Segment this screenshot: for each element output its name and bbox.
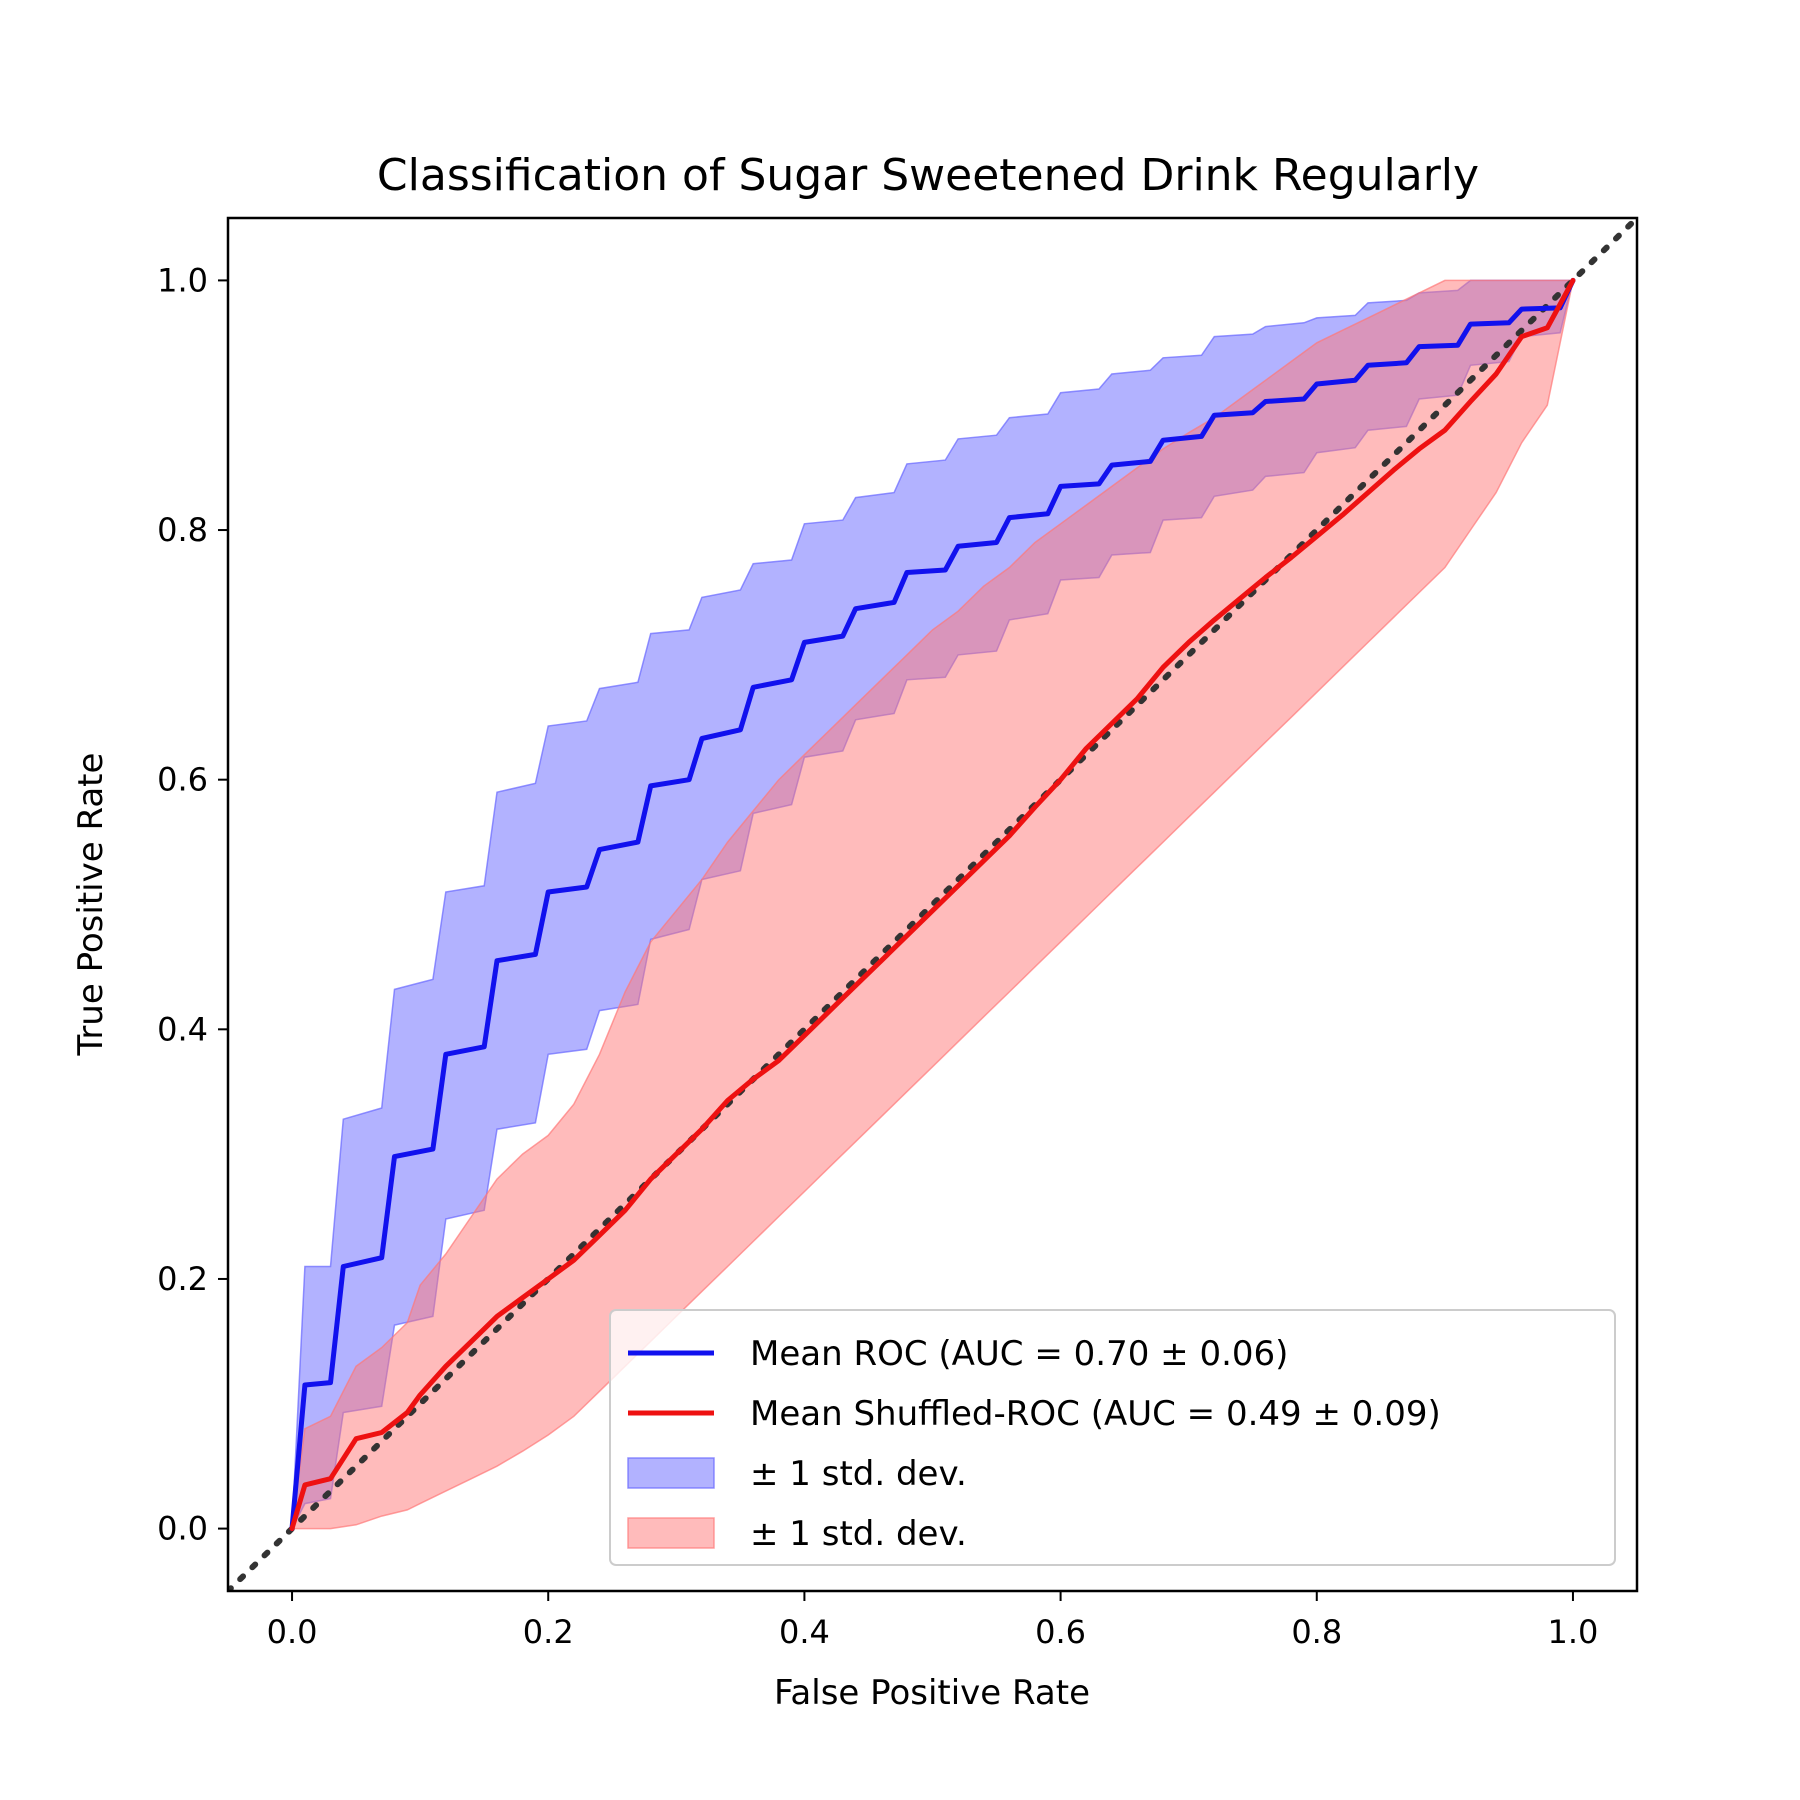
x-tick-label: 0.0: [267, 1613, 318, 1651]
legend-frame: [609, 1309, 1616, 1566]
legend-patch-swatch: [627, 1457, 715, 1489]
legend-patch-swatch: [627, 1517, 715, 1549]
x-axis-ticks: 0.0 0.2 0.4 0.6 0.8 1.0: [267, 1591, 1599, 1651]
x-tick-label: 0.2: [523, 1613, 574, 1651]
y-tick-label: 0.8: [157, 511, 208, 549]
chance-line: [228, 218, 1637, 1591]
mean-roc-line-0: [289, 277, 1576, 1532]
x-tick-label: 1.0: [1548, 1613, 1599, 1651]
roc-lines: [289, 277, 1576, 1532]
x-axis-title: False Positive Rate: [774, 1673, 1090, 1713]
legend-label: ± 1 std. dev.: [750, 1514, 967, 1554]
x-tick-label: 0.8: [1291, 1613, 1342, 1651]
x-tick-label: 0.4: [779, 1613, 830, 1651]
y-tick-label: 0.6: [157, 761, 208, 799]
y-tick-label: 0.4: [157, 1010, 208, 1048]
legend: Mean ROC (AUC = 0.70 ± 0.06) Mean Shuffle…: [609, 1309, 1616, 1566]
legend-label: Mean ROC (AUC = 0.70 ± 0.06): [750, 1334, 1288, 1374]
y-axis-title: True Positive Rate: [71, 753, 111, 1057]
legend-label: Mean Shuffled-ROC (AUC = 0.49 ± 0.09): [750, 1394, 1441, 1434]
plot-frame: [226, 216, 1639, 1593]
chart-title: Classification of Sugar Sweetened Drink …: [377, 150, 1479, 201]
y-tick-label: 1.0: [157, 261, 208, 299]
y-tick-label: 0.2: [157, 1260, 208, 1298]
chance-line-group: [228, 218, 1637, 1591]
x-tick-label: 0.6: [1035, 1613, 1086, 1651]
y-axis-ticks: 0.0 0.2 0.4 0.6 0.8 1.0: [157, 261, 228, 1548]
y-tick-label: 0.0: [157, 1510, 208, 1548]
legend-label: ± 1 std. dev.: [750, 1454, 967, 1494]
mean-roc-line-1: [289, 277, 1576, 1532]
